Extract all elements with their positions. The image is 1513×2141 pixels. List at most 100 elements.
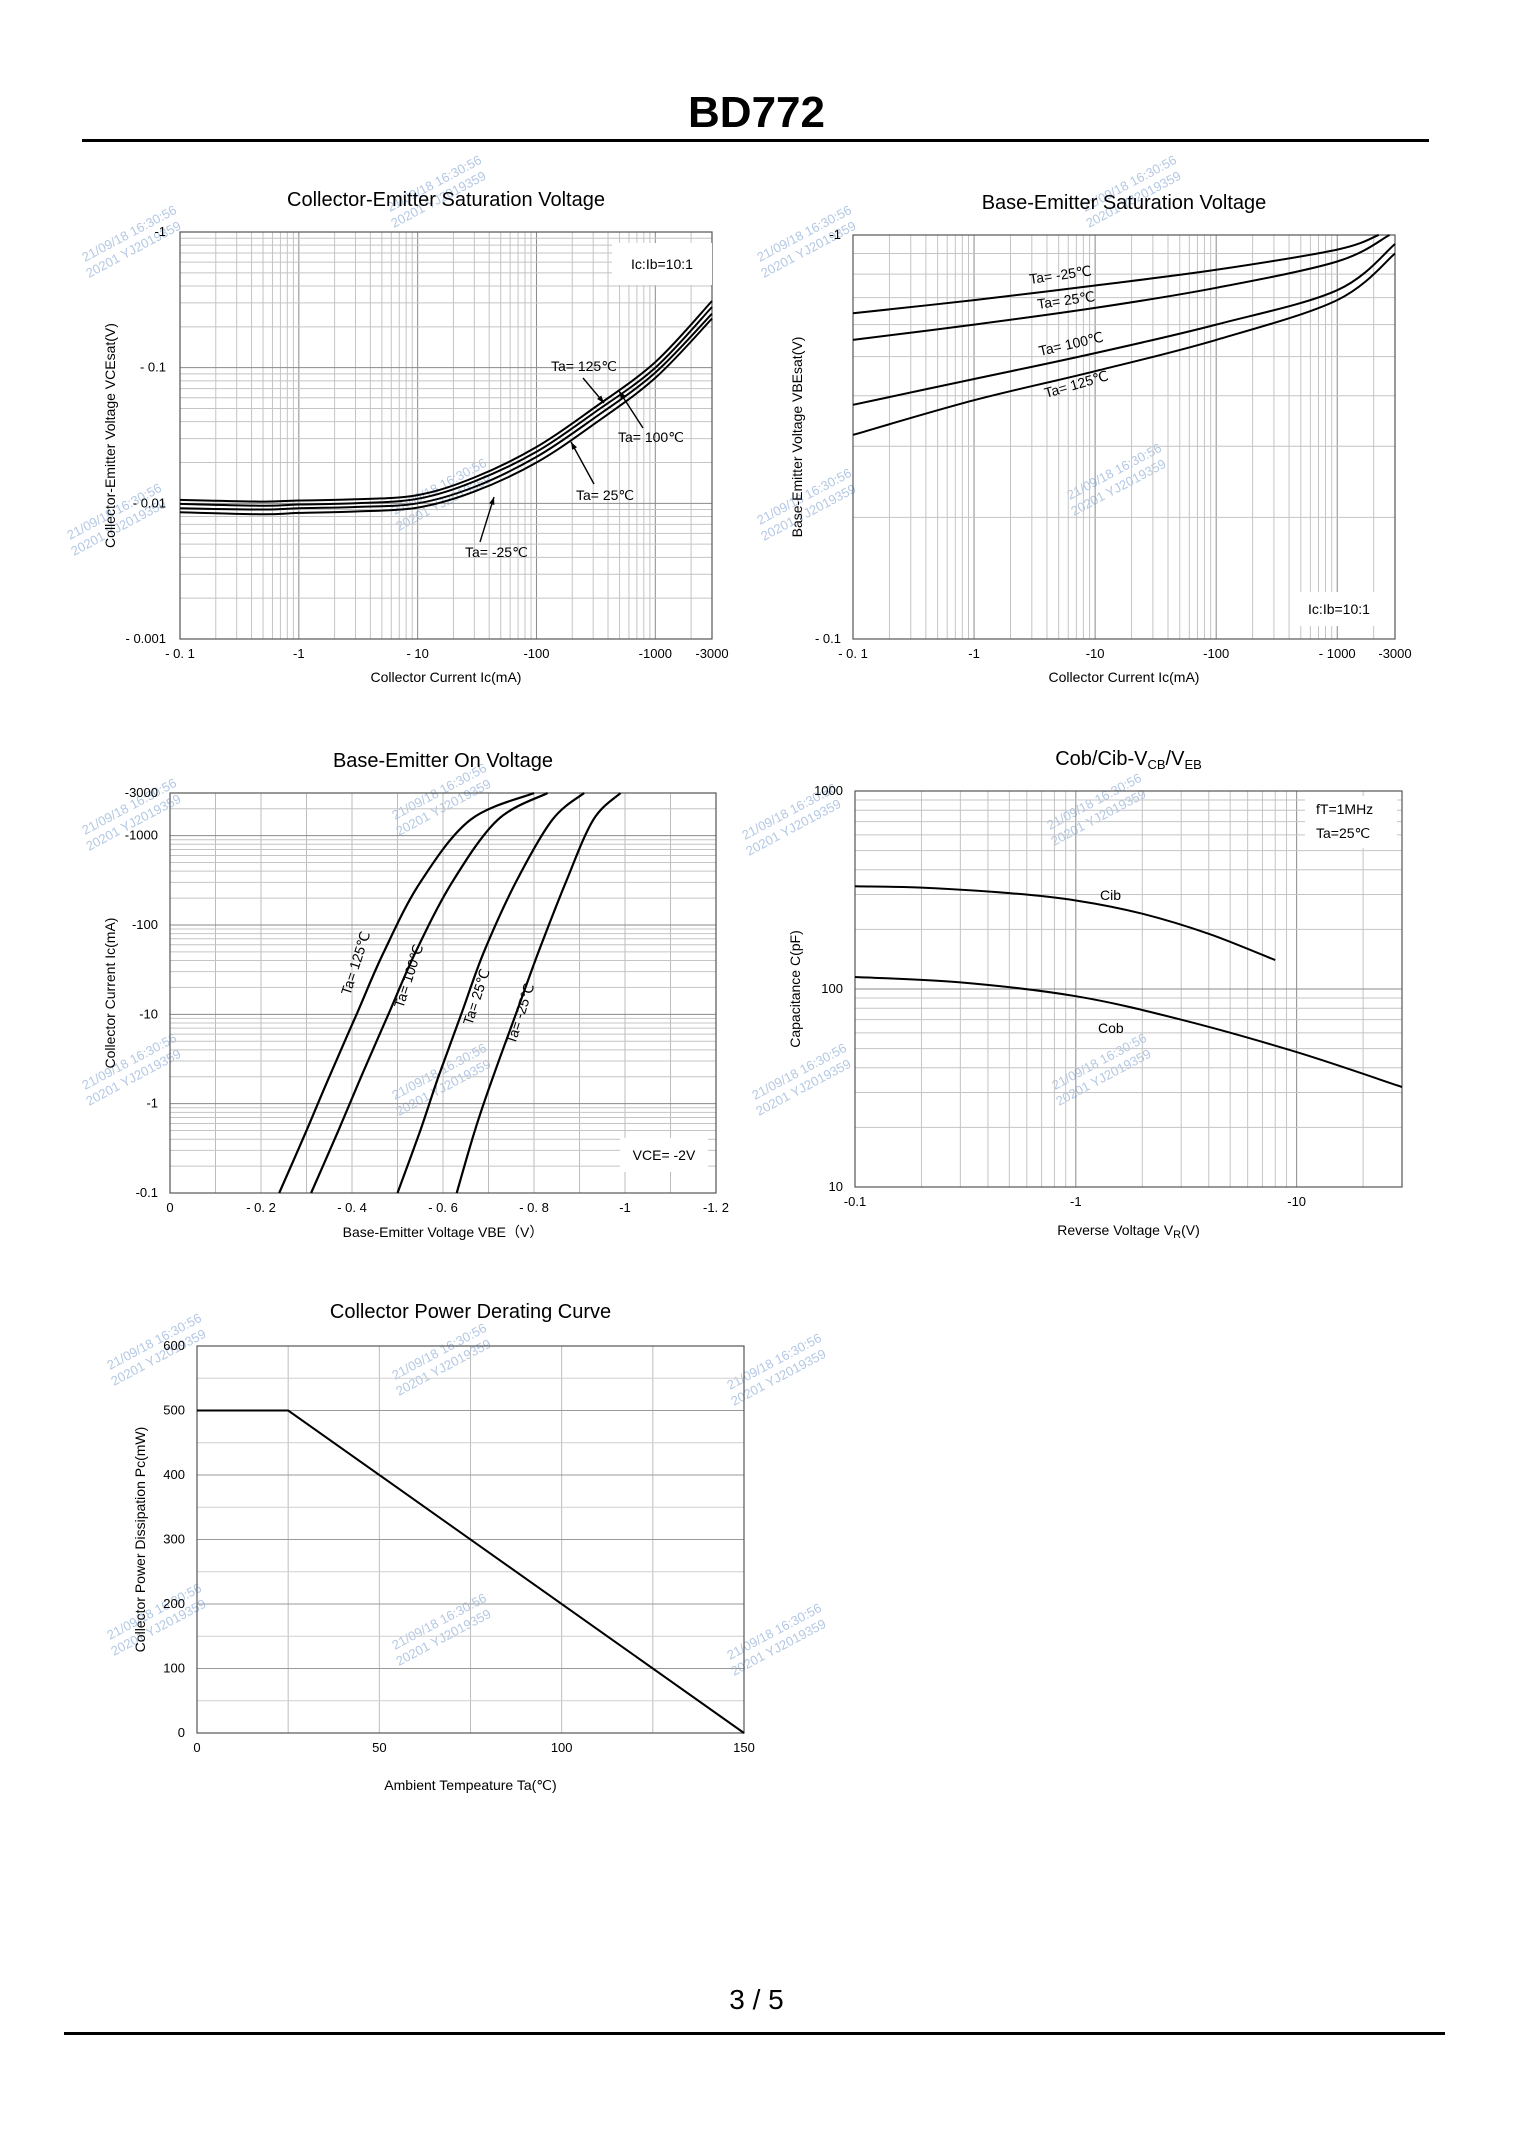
series-line — [179, 317, 713, 516]
x-tick-label: - 10 — [406, 646, 428, 661]
chart-vbeon: 0 - 0. 2 - 0. 4 - 0. 6 - 0. 8 -1 -1. 2 -0.1 -1 -1… — [102, 750, 729, 1240]
legend-box — [612, 243, 712, 285]
y-tick-label: 1000 — [814, 783, 843, 798]
series-line — [852, 234, 1380, 315]
series-line — [179, 306, 713, 507]
series-line — [852, 234, 1390, 341]
series-line — [854, 885, 1276, 962]
y-tick-label: -10 — [139, 1006, 158, 1021]
legend-text: Ta=25℃ — [1316, 825, 1370, 841]
legend-box — [1305, 796, 1397, 848]
y-tick-label: -3000 — [125, 785, 158, 800]
x-tick-label: 50 — [372, 1740, 386, 1755]
y-tick-label: 0 — [178, 1725, 185, 1740]
y-tick-label: -100 — [132, 917, 158, 932]
annotation-arrowhead — [619, 391, 626, 399]
x-tick-label: 0 — [193, 1740, 200, 1755]
chart-derating: 0 50 100 150 0 100 200 300 400 500 600 Collector Po… — [132, 1301, 755, 1793]
y-tick-label: - 0.001 — [126, 631, 166, 646]
legend-text: VCE= -2V — [633, 1147, 696, 1163]
page-number: 3 / 5 — [729, 1984, 784, 2015]
plot-frame — [852, 234, 1396, 640]
x-axis-label: Base-Emitter Voltage VBE（V） — [343, 1224, 544, 1240]
chart-title: Collector-Emitter Saturation Voltage — [287, 189, 605, 211]
x-axis-label: Reverse Voltage VR(V) — [1057, 1222, 1200, 1241]
header-rule — [82, 139, 1429, 142]
y-tick-label: - 0.1 — [140, 360, 166, 375]
footer-rule — [64, 2032, 1445, 2035]
x-axis-label: Ambient Tempeature Ta(℃) — [384, 1777, 556, 1793]
gridlines — [852, 234, 1396, 640]
y-axis-label: Base-Emitter Voltage VBEsat(V) — [789, 337, 805, 538]
y-tick-label: - 0.01 — [133, 495, 166, 510]
y-tick-label: -1000 — [125, 828, 158, 843]
x-tick-label: -1000 — [639, 646, 672, 661]
series-label: Cob — [1098, 1020, 1124, 1036]
series-label: Ta= 100℃ — [618, 429, 684, 445]
y-axis-label: Collector Current Ic(mA) — [102, 918, 118, 1069]
y-tick-label: -1 — [154, 224, 166, 239]
plot-frame — [854, 790, 1403, 1188]
x-tick-label: 0 — [166, 1200, 173, 1215]
y-tick-label: 300 — [163, 1532, 185, 1547]
chart-title: Collector Power Derating Curve — [330, 1301, 611, 1323]
series-label: Ta= 100℃ — [391, 942, 427, 1010]
y-axis-label: Collector Power Dissipation Pc(mW) — [132, 1427, 148, 1653]
chart-vcesat: - 0. 1 -1 - 10 -100 -1000 -3000 - 0.001 - 0.01 -… — [102, 189, 729, 685]
annotation-arrowhead — [489, 497, 495, 505]
annotation-arrowhead — [597, 395, 604, 403]
y-tick-label: - 0.1 — [815, 631, 841, 646]
y-tick-label: 500 — [163, 1403, 185, 1418]
plot-frame — [196, 1345, 745, 1734]
series-line — [278, 791, 535, 1194]
legend-box — [620, 1138, 708, 1172]
annotation-arrow — [570, 441, 595, 485]
plot-frame — [169, 792, 717, 1194]
annotation-arrowhead — [571, 442, 578, 450]
x-tick-label: -10 — [1287, 1194, 1306, 1209]
legend-box — [1295, 592, 1383, 626]
y-tick-label: -1 — [146, 1096, 158, 1111]
gridlines — [169, 792, 717, 1194]
y-tick-label: -0.1 — [136, 1185, 158, 1200]
x-tick-label: -3000 — [695, 646, 728, 661]
y-tick-label: 100 — [821, 981, 843, 996]
series-line — [455, 792, 622, 1194]
y-tick-label: 600 — [163, 1338, 185, 1353]
series-label: Cib — [1100, 887, 1121, 903]
x-tick-label: -100 — [523, 646, 549, 661]
x-tick-label: - 0. 1 — [165, 646, 195, 661]
gridlines — [179, 231, 713, 640]
x-tick-label: -1 — [619, 1200, 631, 1215]
gridlines — [854, 790, 1403, 1188]
chart-title: Cob/Cib-VCB/VEB — [1055, 748, 1202, 772]
x-axis-label: Collector Current Ic(mA) — [1049, 669, 1200, 685]
y-tick-label: -1 — [829, 227, 841, 242]
page-title: BD772 — [688, 88, 825, 137]
x-tick-label: -100 — [1203, 646, 1229, 661]
chart-title: Base-Emitter On Voltage — [333, 750, 553, 772]
x-tick-label: -10 — [1086, 646, 1105, 661]
series-line — [310, 792, 549, 1194]
annotation-arrow — [479, 496, 495, 543]
series-line — [854, 976, 1403, 1088]
x-tick-label: -1. 2 — [703, 1200, 729, 1215]
legend-text: Ic:Ib=10:1 — [631, 256, 693, 272]
series-label: Ta= -25℃ — [503, 981, 538, 1046]
legend-text: Ic:Ib=10:1 — [1308, 601, 1370, 617]
x-tick-label: -0.1 — [844, 1194, 866, 1209]
series-label: Ta= 25℃ — [576, 487, 634, 503]
x-tick-label: 100 — [551, 1740, 573, 1755]
series-label: Ta= 25℃ — [460, 967, 493, 1027]
y-tick-label: 10 — [829, 1179, 843, 1194]
x-tick-label: - 0. 4 — [337, 1200, 367, 1215]
y-tick-label: 400 — [163, 1467, 185, 1482]
x-tick-label: - 0. 1 — [838, 646, 868, 661]
plot-frame — [179, 231, 713, 640]
y-axis-label: Collector-Emitter Voltage VCEsat(V) — [102, 323, 118, 548]
x-tick-label: - 1000 — [1319, 646, 1356, 661]
x-tick-label: - 0. 2 — [246, 1200, 276, 1215]
y-tick-label: 100 — [163, 1661, 185, 1676]
x-tick-label: 150 — [733, 1740, 755, 1755]
y-axis-label: Capacitance C(pF) — [787, 930, 803, 1048]
